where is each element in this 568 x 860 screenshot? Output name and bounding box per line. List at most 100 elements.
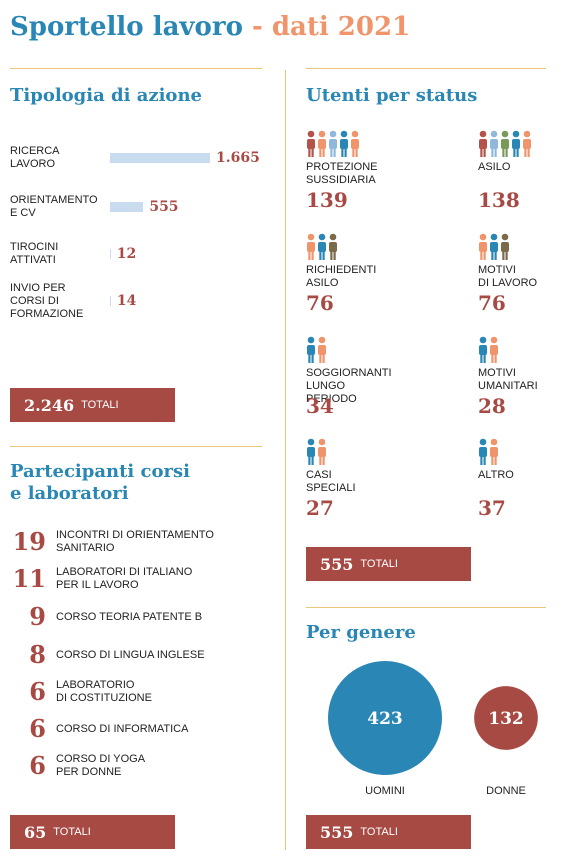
total-value: 555 <box>320 822 354 842</box>
total-label: TOTALI <box>360 826 398 838</box>
course-label: CORSO DI LINGUA INGLESE <box>56 648 205 661</box>
rule <box>306 607 546 608</box>
section-title: Tipologia di azione <box>10 85 202 106</box>
person-icon <box>318 336 326 363</box>
person-icon <box>479 233 487 260</box>
value-label: 555 <box>149 199 179 215</box>
rule <box>306 68 546 69</box>
icon-group <box>478 130 532 158</box>
status-label: MOTIVI UMANITARI <box>478 367 538 392</box>
total-label: TOTALI <box>360 558 398 570</box>
gender-value: 132 <box>488 709 524 729</box>
total-box: 555 TOTALI <box>306 815 471 849</box>
person-icon <box>318 130 326 157</box>
total-box: 555 TOTALI <box>306 547 471 581</box>
person-icon <box>490 130 498 157</box>
course-count: 8 <box>29 640 46 669</box>
total-value: 65 <box>24 822 47 842</box>
course-label: INCONTRI DI ORIENTAMENTO SANITARIO <box>56 529 214 554</box>
course-count: 19 <box>12 527 46 556</box>
person-icon <box>479 438 487 465</box>
icon-group <box>306 336 327 364</box>
status-label: MOTIVI DI LAVORO <box>478 264 538 289</box>
total-label: TOTALI <box>53 826 91 838</box>
total-label: TOTALI <box>81 399 119 411</box>
status-value: 76 <box>306 291 334 315</box>
person-icon <box>490 438 498 465</box>
gender-circle <box>328 661 442 775</box>
value-label: 1.665 <box>216 150 260 166</box>
rule <box>10 446 262 447</box>
gender-chart: 423 UOMINI 132 DONNE <box>328 661 538 797</box>
bar <box>110 296 111 306</box>
course-label: CORSO DI INFORMATICA <box>56 722 189 735</box>
status-label: ASILO <box>478 161 511 173</box>
bar <box>110 249 111 259</box>
icon-group <box>478 438 499 466</box>
icon-group <box>306 438 327 466</box>
course-count: 6 <box>29 677 46 706</box>
divider <box>285 70 286 850</box>
course-count: 11 <box>12 564 46 593</box>
section-title: Partecipanti corsi e laboratori <box>10 461 190 504</box>
value-label: 14 <box>116 293 137 309</box>
person-icon <box>307 438 315 465</box>
bar <box>110 153 210 163</box>
person-icon <box>501 130 509 157</box>
status-value: 76 <box>478 291 506 315</box>
person-icon <box>307 336 315 363</box>
rule <box>10 68 262 69</box>
course-label: CORSO DI YOGA PER DONNE <box>56 753 146 778</box>
page-title: Sportello lavoro - dati 2021 <box>10 10 410 44</box>
action-label: TIROCINI ATTIVATI <box>10 241 59 266</box>
status-value: 138 <box>478 188 520 212</box>
status-value: 139 <box>306 188 348 212</box>
course-label: CORSO TEORIA PATENTE B <box>56 610 203 623</box>
person-icon <box>479 336 487 363</box>
subtitle: dati 2021 <box>271 12 411 42</box>
course-count: 9 <box>29 602 46 631</box>
status-value: 37 <box>478 496 506 520</box>
total-box: 2.246 TOTALI <box>10 388 175 422</box>
person-icon <box>512 130 520 157</box>
separator: - <box>251 12 263 42</box>
icon-group <box>306 130 360 158</box>
gender-label: DONNE <box>486 785 526 797</box>
person-icon <box>329 233 337 260</box>
action-label: ORIENTAMENTO E CV <box>10 194 98 219</box>
person-icon <box>501 233 509 260</box>
course-count: 6 <box>29 714 46 743</box>
person-icon <box>318 233 326 260</box>
person-icon <box>318 438 326 465</box>
gender-label: UOMINI <box>365 785 405 797</box>
person-icon <box>490 233 498 260</box>
status-value: 34 <box>306 394 334 418</box>
person-icon <box>307 233 315 260</box>
icon-group <box>306 233 338 261</box>
status-label: PROTEZIONE SUSSIDIARIA <box>306 161 378 186</box>
section-title: Per genere <box>306 622 416 643</box>
action-label: RICERCA LAVORO <box>10 145 60 170</box>
status-label: RICHIEDENTI ASILO <box>306 264 377 289</box>
status-value: 27 <box>306 496 334 520</box>
person-icon <box>479 130 487 157</box>
status-label: ALTRO <box>478 469 514 481</box>
gender-value: 423 <box>367 709 403 729</box>
title: Sportello lavoro <box>10 12 243 42</box>
section-title: Utenti per status <box>306 85 478 106</box>
gender-circle <box>474 686 538 750</box>
total-value: 2.246 <box>24 395 75 415</box>
action-label: INVIO PER CORSI DI FORMAZIONE <box>10 281 84 320</box>
person-icon <box>340 130 348 157</box>
course-label: LABORATORIO DI COSTITUZIONE <box>56 679 152 704</box>
person-icon <box>490 336 498 363</box>
total-box: 65 TOTALI <box>10 815 175 849</box>
status-label: SOGGIORNANTI LUNGO PERIODO <box>306 367 392 405</box>
status-value: 28 <box>478 394 506 418</box>
total-value: 555 <box>320 554 354 574</box>
course-label: LABORATORI DI ITALIANO PER IL LAVORO <box>56 566 193 591</box>
value-label: 12 <box>116 246 137 262</box>
person-icon <box>351 130 359 157</box>
icon-group <box>478 336 499 364</box>
